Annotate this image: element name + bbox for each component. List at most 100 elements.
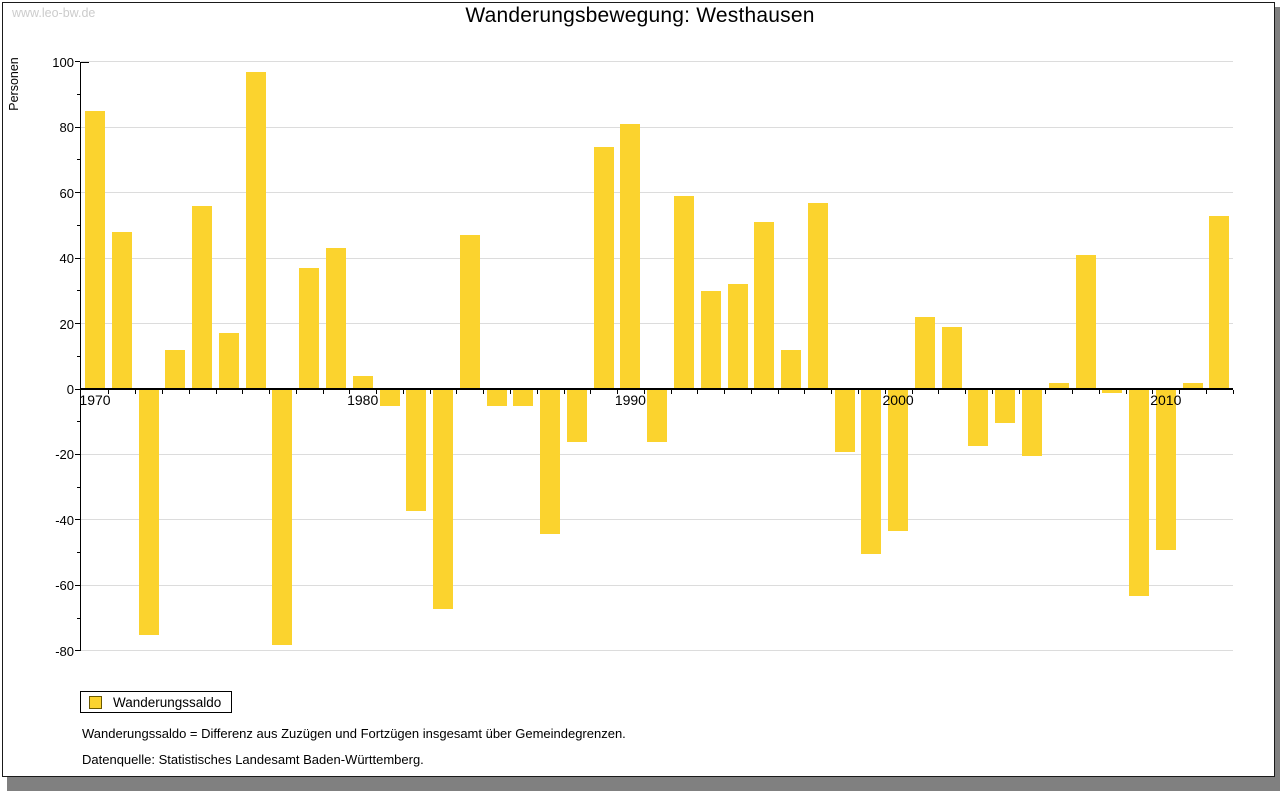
bar-2006	[1048, 382, 1069, 389]
x-tick	[857, 390, 859, 394]
x-tick	[536, 390, 538, 394]
x-tick	[215, 390, 217, 394]
bar-2009	[1129, 390, 1149, 597]
bar-1976	[245, 71, 266, 389]
bar-2000	[888, 390, 909, 531]
bar-1994	[727, 284, 748, 389]
x-tick	[563, 390, 565, 394]
page-title: Wanderungsbewegung: Westhausen	[465, 4, 815, 27]
y-tick-label: 20	[59, 316, 74, 332]
y-axis	[80, 61, 81, 651]
bar-1997	[807, 202, 828, 389]
y-tick	[75, 61, 80, 63]
bar-1985	[486, 390, 507, 407]
x-tick	[135, 390, 137, 394]
gridline	[81, 323, 1233, 325]
x-tick	[1045, 390, 1047, 394]
bar-2008	[1102, 390, 1123, 394]
x-tick	[884, 390, 886, 394]
x-tick	[349, 390, 351, 394]
y-tick-label: -20	[55, 447, 74, 463]
bar-1971	[111, 231, 132, 389]
x-tick	[295, 390, 297, 394]
y-tick-label: -80	[55, 643, 74, 659]
x-tick	[1232, 390, 1234, 394]
bar-1988	[566, 390, 587, 443]
bar-2001	[914, 317, 935, 389]
bar-2002	[941, 326, 962, 389]
y-tick	[75, 126, 80, 128]
y-tick	[75, 388, 80, 390]
bar-1977	[272, 390, 293, 646]
bar-2004	[995, 390, 1016, 423]
footnote-source: Datenquelle: Statistisches Landesamt Bad…	[82, 752, 424, 767]
bar-1984	[459, 235, 480, 389]
x-tick	[1179, 390, 1181, 394]
x-tick	[777, 390, 779, 394]
bar-1991	[647, 390, 668, 443]
bar-1970	[85, 110, 105, 389]
y-tick	[75, 323, 80, 325]
bar-1998	[834, 390, 855, 453]
y-tick	[75, 257, 80, 259]
y-tick-label: 100	[52, 54, 74, 70]
y-minor-tick	[77, 421, 80, 423]
x-tick	[991, 390, 993, 394]
x-tick	[1152, 390, 1154, 394]
x-tick	[590, 390, 592, 394]
bar-1975	[218, 333, 239, 389]
x-tick-label-1970: 1970	[79, 392, 111, 408]
bar-2005	[1021, 390, 1042, 456]
bar-1999	[861, 390, 882, 554]
bar-1981	[379, 390, 400, 407]
legend-label: Wanderungssaldo	[113, 694, 222, 710]
gridline	[81, 257, 1233, 259]
x-tick	[1206, 390, 1207, 394]
bar-1974	[192, 205, 213, 389]
bar-1992	[673, 195, 694, 389]
x-tick-label-1990: 1990	[614, 392, 646, 408]
bar-1990	[620, 123, 641, 389]
x-tick	[376, 390, 378, 394]
bar-2007	[1075, 254, 1096, 389]
y-tick-label: -40	[55, 512, 74, 528]
x-tick	[108, 390, 110, 394]
bar-1983	[433, 390, 453, 610]
x-tick-label-2000: 2000	[882, 392, 914, 408]
x-tick	[911, 390, 913, 394]
bar-2010	[1155, 390, 1176, 551]
x-tick	[402, 390, 404, 394]
x-tick	[1098, 390, 1100, 394]
footnote-definition: Wanderungssaldo = Differenz aus Zuzügen …	[82, 726, 626, 741]
x-tick	[831, 390, 833, 394]
x-tick	[456, 390, 458, 394]
legend: Wanderungssaldo	[80, 691, 232, 713]
bar-1995	[754, 222, 775, 389]
y-tick-label: 60	[59, 185, 74, 201]
x-tick	[938, 390, 940, 394]
x-tick	[617, 390, 618, 394]
x-tick	[724, 390, 726, 394]
gridline	[81, 519, 1233, 521]
y-minor-tick	[77, 617, 80, 619]
y-tick-label: 80	[59, 120, 74, 136]
bar-2003	[968, 390, 989, 446]
x-tick-label-1980: 1980	[347, 392, 379, 408]
bar-1978	[299, 267, 320, 389]
watermark: www.leo-bw.de	[12, 6, 96, 20]
y-axis-cap	[81, 61, 89, 63]
bar-2011	[1182, 382, 1203, 389]
gridline	[81, 126, 1233, 128]
x-tick	[697, 390, 699, 394]
y-tick-label: 40	[59, 251, 74, 267]
x-axis	[81, 388, 1233, 390]
y-tick-label: -60	[55, 578, 74, 594]
x-tick	[643, 390, 645, 394]
bar-1993	[700, 290, 721, 389]
x-tick	[161, 390, 163, 394]
x-tick	[322, 390, 324, 394]
x-tick	[804, 390, 806, 394]
bar-1982	[406, 390, 427, 512]
x-tick	[965, 390, 966, 394]
